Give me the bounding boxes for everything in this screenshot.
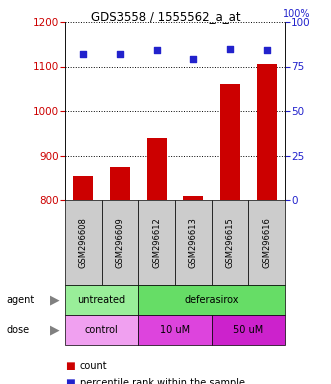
Text: GSM296612: GSM296612 xyxy=(152,217,161,268)
Text: percentile rank within the sample: percentile rank within the sample xyxy=(80,377,245,384)
Text: ▶: ▶ xyxy=(50,323,60,336)
Text: GSM296616: GSM296616 xyxy=(262,217,271,268)
Bar xyxy=(257,64,277,200)
Point xyxy=(191,56,196,63)
Point xyxy=(81,51,86,57)
Text: control: control xyxy=(85,325,118,335)
Point xyxy=(118,51,123,57)
Text: ■: ■ xyxy=(65,377,75,384)
Point xyxy=(227,46,233,52)
Text: GSM296609: GSM296609 xyxy=(116,217,124,268)
Text: GSM296608: GSM296608 xyxy=(79,217,88,268)
Point xyxy=(264,47,269,53)
Text: ■: ■ xyxy=(65,361,75,371)
Text: dose: dose xyxy=(7,325,30,335)
Text: 10 uM: 10 uM xyxy=(160,325,190,335)
Bar xyxy=(147,138,167,200)
Text: deferasirox: deferasirox xyxy=(184,295,239,305)
Text: 50 uM: 50 uM xyxy=(233,325,263,335)
Text: 100%: 100% xyxy=(282,9,310,19)
Text: GDS3558 / 1555562_a_at: GDS3558 / 1555562_a_at xyxy=(91,10,240,23)
Bar xyxy=(183,195,204,200)
Text: GSM296615: GSM296615 xyxy=(225,217,234,268)
Text: untreated: untreated xyxy=(77,295,126,305)
Text: agent: agent xyxy=(7,295,35,305)
Text: count: count xyxy=(80,361,108,371)
Text: GSM296613: GSM296613 xyxy=(189,217,198,268)
Bar xyxy=(73,175,93,200)
Point xyxy=(154,47,159,53)
Bar xyxy=(220,84,240,200)
Text: ▶: ▶ xyxy=(50,293,60,306)
Bar xyxy=(110,167,130,200)
